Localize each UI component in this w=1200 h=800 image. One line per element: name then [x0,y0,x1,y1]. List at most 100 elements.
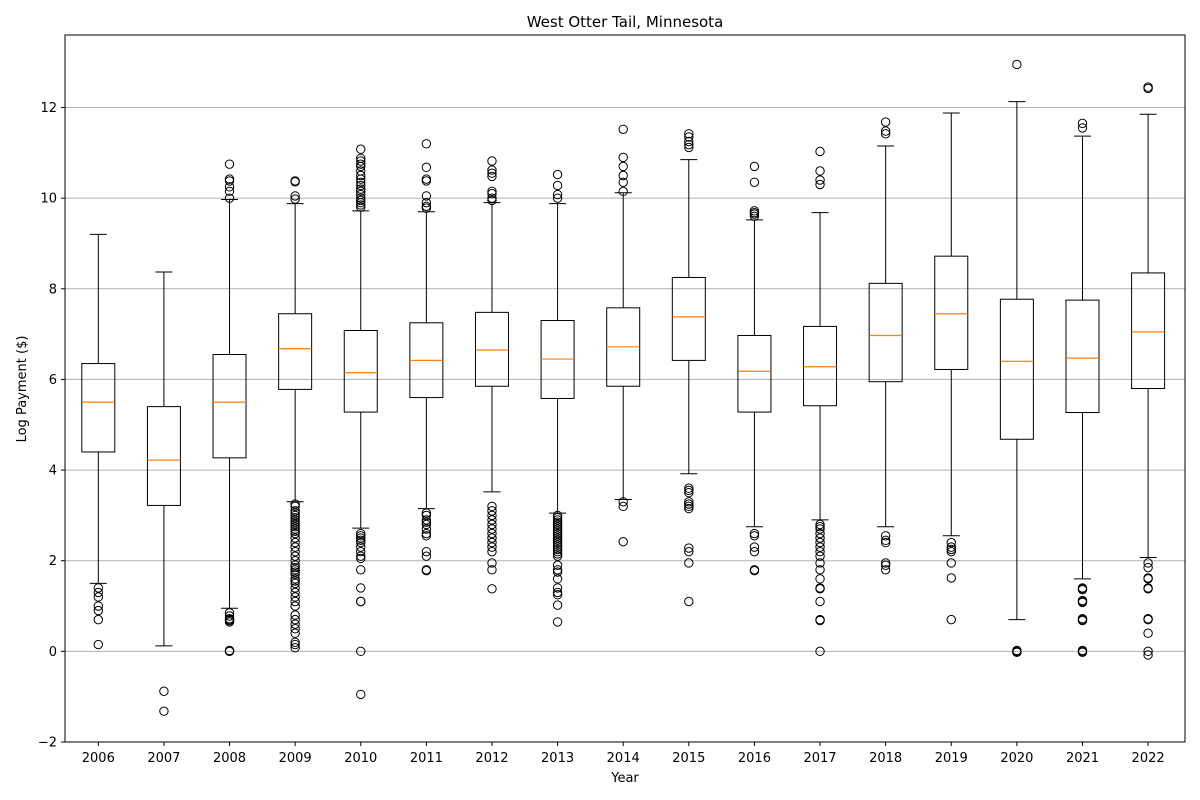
outlier-point [552,617,563,627]
outlier-point [421,510,432,521]
outlier-point [356,193,366,203]
outlier-point [618,536,628,547]
outlier-point [290,567,300,577]
outlier-point [290,560,300,570]
outlier-point [618,497,628,507]
outlier-point [552,528,563,539]
y-axis-ticks: −2 0 2 4 6 8 10 12 [38,101,65,751]
outlier-point [290,546,300,557]
box-2008 [212,159,247,657]
outlier-point [421,517,432,527]
outlier-point [684,499,694,509]
outlier-point [749,565,760,576]
outlier-point [552,519,563,530]
outlier-point [684,488,694,498]
outlier-point [618,161,628,172]
x-tick-label: 2009 [279,751,312,766]
outlier-point [815,584,825,594]
outlier-point [552,526,563,536]
outlier-point [815,551,825,561]
outlier-point [290,522,300,532]
outlier-point [487,519,497,530]
outlier-point [552,535,563,546]
iqr-box [1065,299,1100,414]
outlier-point [487,171,497,182]
outlier-point [552,189,563,200]
outlier-point [684,139,694,150]
outlier-point [487,528,497,539]
outlier-point [1143,646,1153,657]
outlier-point [487,506,497,516]
iqr-box [278,313,313,390]
outlier-point [684,501,694,512]
outlier-point [290,551,300,561]
outlier-point [290,556,300,566]
outlier-point [356,533,366,543]
outlier-point [356,177,366,187]
outlier-point [224,174,235,184]
iqr-box [671,276,706,361]
x-tick-label: 2018 [869,751,902,766]
outlier-point [552,537,563,548]
outlier-point [487,510,497,521]
outlier-point [880,558,891,568]
outlier-point [946,558,956,568]
outlier-point [815,574,825,584]
iqr-box [146,406,181,506]
iqr-box [737,334,772,413]
outlier-point [552,510,563,521]
y-tick-label: 6 [49,373,57,388]
outlier-point [356,202,366,212]
box-2022 [1131,82,1166,660]
box-2017 [803,146,838,657]
outlier-point [880,117,891,127]
outlier-point [552,544,563,555]
outlier-point [487,195,497,206]
x-tick-label: 2013 [541,751,574,766]
outlier-point [1077,123,1088,133]
y-tick-label: −2 [38,736,57,751]
box-2012 [474,156,509,594]
outlier-point [684,503,694,514]
y-tick-label: 2 [49,554,57,569]
outlier-point [356,535,366,546]
outlier-point [356,542,366,552]
outlier-point [421,162,432,173]
x-tick-label: 2007 [147,751,180,766]
outlier-point [684,142,694,153]
outlier-point [880,126,891,136]
outlier-point [1077,615,1088,626]
outlier-point [618,186,628,197]
x-axis-ticks: 2006 2007 2008 2009 2010 2011 2012 2013 2014 2015… [82,742,1165,766]
box-2020 [999,59,1034,657]
outlier-point [487,501,497,512]
outlier-point [290,519,300,530]
outlier-point [749,528,760,539]
outlier-point [552,600,563,610]
outlier-point [356,565,366,575]
box-2013 [540,169,575,627]
outlier-point [1077,647,1088,657]
outlier-point [552,567,563,577]
outlier-point [880,565,891,575]
outlier-point [815,522,825,532]
outlier-point [618,152,628,163]
outlier-point [552,546,563,557]
outlier-point [290,614,300,625]
y-gridlines [65,107,1185,652]
outlier-point [356,144,366,154]
outlier-point [93,592,104,602]
outlier-point [93,587,104,598]
outlier-point [552,522,563,532]
outlier-point [356,200,366,210]
x-tick-label: 2022 [1132,751,1165,766]
outlier-point [684,483,694,493]
box-2014 [606,124,641,547]
outlier-point [93,583,104,593]
outlier-point [224,193,235,203]
outlier-point [290,501,300,512]
outlier-point [487,584,497,594]
box-2009 [278,176,313,653]
outlier-point [487,186,497,197]
